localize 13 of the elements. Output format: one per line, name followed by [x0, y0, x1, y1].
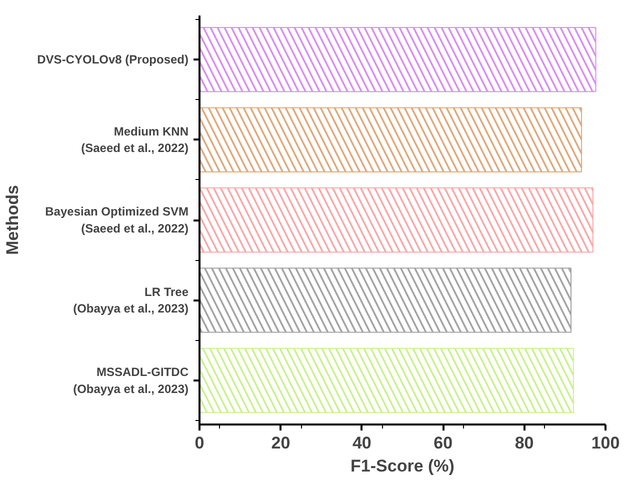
y-tick-label: LR Tree (Obayya et al., 2023) — [73, 284, 189, 316]
x-tick-label: 40 — [352, 434, 372, 452]
x-tick-label: 100 — [591, 434, 620, 452]
x-tick-label: 0 — [194, 434, 204, 452]
y-tick-label: MSSADL-GITDC (Obayya et al., 2023) — [73, 364, 189, 396]
y-tick-label: Bayesian Optimized SVM (Saeed et al., 2022) — [45, 204, 189, 236]
x-tick-label: 60 — [434, 434, 453, 452]
x-tick-label: 80 — [514, 434, 534, 452]
y-tick-label: DVS-CYOLOv8 (Proposed) — [37, 52, 189, 67]
x-tick-label: 20 — [271, 434, 290, 452]
y-tick-label: Medium KNN (Saeed et al., 2022) — [81, 124, 189, 156]
x-axis-title: F1-Score (%) — [350, 456, 454, 476]
y-axis-title: Methods — [3, 185, 22, 255]
